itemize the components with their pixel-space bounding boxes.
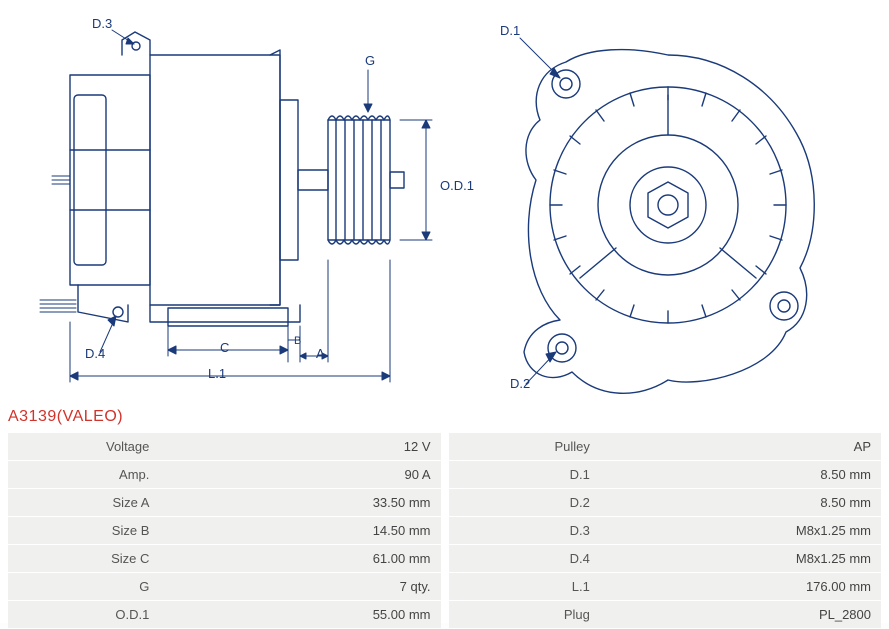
spec-value: 90 A [159,461,440,488]
label-g: G [365,53,375,68]
spec-table-right: PulleyAPD.18.50 mmD.28.50 mmD.3M8x1.25 m… [449,432,882,629]
left-view [40,30,432,382]
spec-table-left: Voltage12 VAmp.90 ASize A33.50 mmSize B1… [8,432,441,629]
spec-value: PL_2800 [600,601,881,628]
table-row: G7 qty. [8,573,441,600]
spec-label: O.D.1 [8,601,159,628]
table-row: Amp.90 A [8,461,441,488]
spec-value: M8x1.25 mm [600,517,881,544]
table-row: D.3M8x1.25 mm [449,517,882,544]
table-row: Size B14.50 mm [8,517,441,544]
spec-value: 55.00 mm [159,601,440,628]
spec-value: 8.50 mm [600,489,881,516]
spec-label: Voltage [8,433,159,460]
label-a: A [316,346,325,361]
spec-label: Size B [8,517,159,544]
label-c: C [220,340,229,355]
spec-value: M8x1.25 mm [600,545,881,572]
spec-label: D.4 [449,545,600,572]
spec-value: 8.50 mm [600,461,881,488]
spec-value: 33.50 mm [159,489,440,516]
label-d3: D.3 [92,16,112,31]
table-row: PulleyAP [449,433,882,460]
page-root: D.3 G O.D.1 D.4 C B A L.1 D.1 D.2 A3139(… [0,0,889,623]
spec-label: Pulley [449,433,600,460]
spec-label: D.3 [449,517,600,544]
spec-label: D.1 [449,461,600,488]
spec-label: D.2 [449,489,600,516]
technical-drawing: D.3 G O.D.1 D.4 C B A L.1 D.1 D.2 [0,0,889,400]
label-d4: D.4 [85,346,105,361]
right-view [520,38,814,393]
label-d2: D.2 [510,376,530,391]
label-od1: O.D.1 [440,178,474,193]
pulley [328,116,404,244]
spec-value: 61.00 mm [159,545,440,572]
spec-tables: Voltage12 VAmp.90 ASize A33.50 mmSize B1… [8,432,881,629]
table-row: D.4M8x1.25 mm [449,545,882,572]
spec-value: 7 qty. [159,573,440,600]
spec-value: AP [600,433,881,460]
label-d1: D.1 [500,23,520,38]
table-row: Voltage12 V [8,433,441,460]
spec-label: L.1 [449,573,600,600]
label-b: B [294,335,301,347]
drawing-svg: D.3 G O.D.1 D.4 C B A L.1 D.1 D.2 [0,0,889,400]
spec-value: 176.00 mm [600,573,881,600]
spec-label: Plug [449,601,600,628]
table-row: O.D.155.00 mm [8,601,441,628]
table-row: Size C61.00 mm [8,545,441,572]
spec-label: Size A [8,489,159,516]
spec-value: 14.50 mm [159,517,440,544]
spec-label: Size C [8,545,159,572]
label-l1: L.1 [208,366,226,381]
spec-label: G [8,573,159,600]
table-row: D.18.50 mm [449,461,882,488]
table-row: Size A33.50 mm [8,489,441,516]
spec-label: Amp. [8,461,159,488]
table-row: D.28.50 mm [449,489,882,516]
part-title: A3139(VALEO) [8,408,123,426]
table-row: PlugPL_2800 [449,601,882,628]
table-row: L.1176.00 mm [449,573,882,600]
spec-value: 12 V [159,433,440,460]
